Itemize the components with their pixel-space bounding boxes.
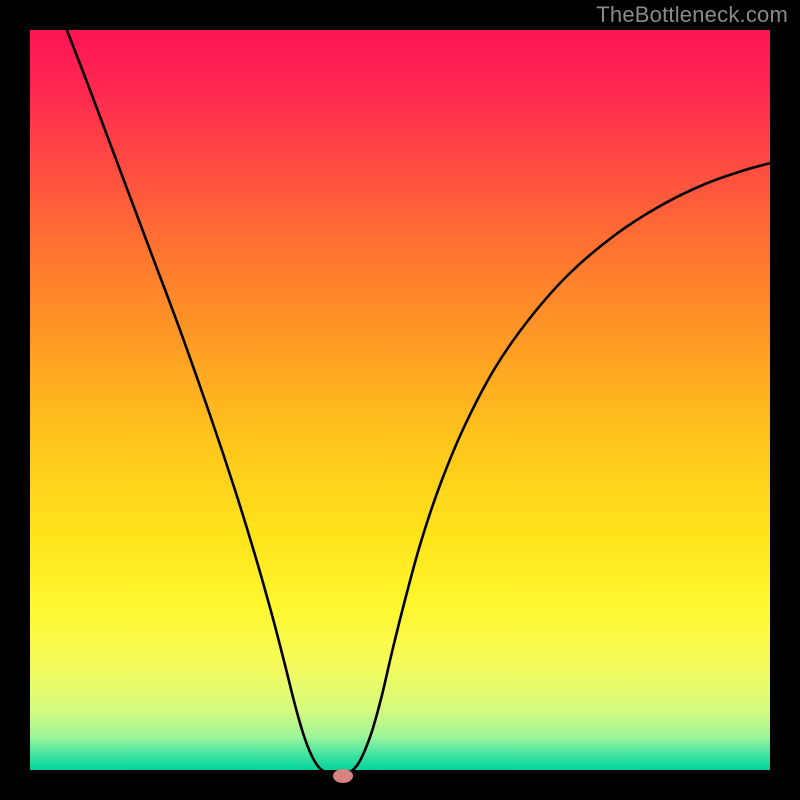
minimum-marker bbox=[333, 769, 353, 783]
bottleneck-chart: TheBottleneck.com bbox=[0, 0, 800, 800]
chart-canvas bbox=[0, 0, 800, 800]
gradient-background bbox=[30, 30, 770, 770]
